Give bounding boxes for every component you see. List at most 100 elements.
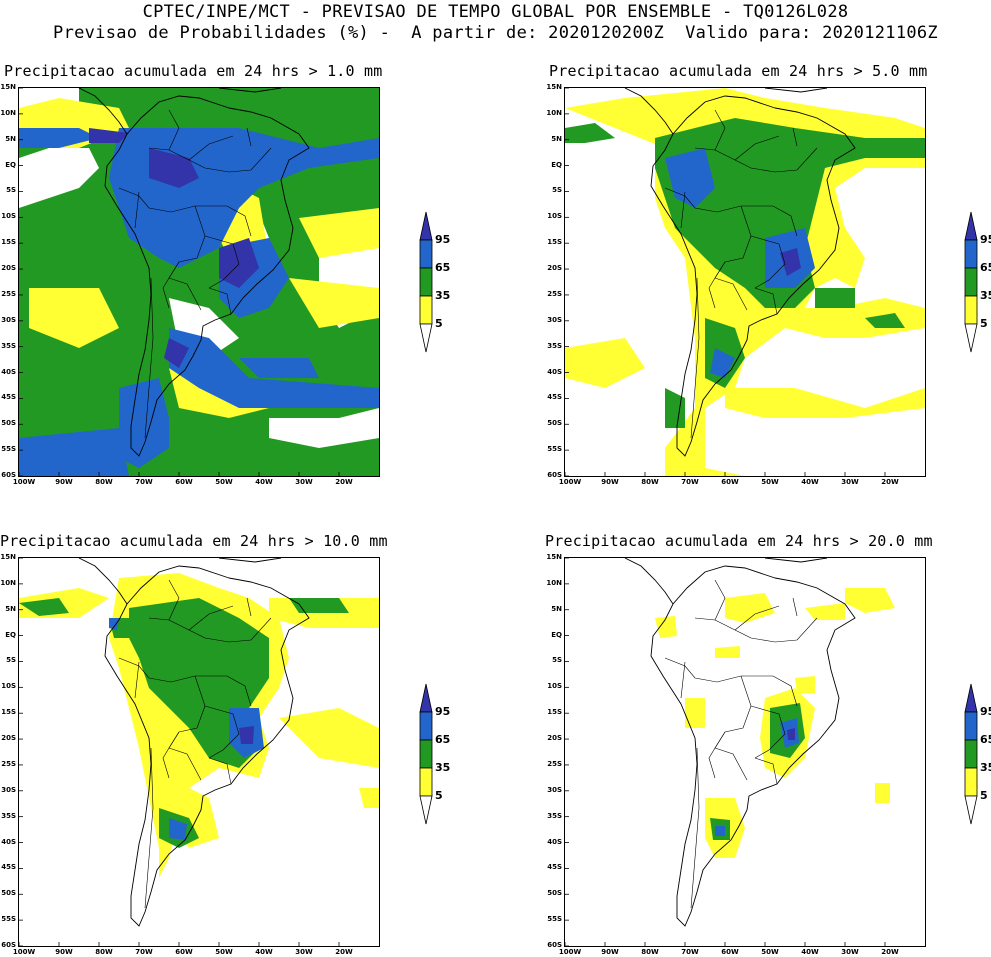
colorbar-label: 35 [435,761,451,774]
colorbar-label: 95 [980,705,991,718]
lat-label: 10N [546,108,562,117]
country-border [792,127,798,147]
coastline [104,565,310,927]
colorbar-segment [964,795,978,825]
lon-label: 50W [215,948,233,956]
colorbar-label: 65 [435,261,451,274]
lat-label: 10N [0,108,16,117]
lon-label: 70W [681,478,699,486]
lat-label: 5S [6,656,16,665]
probability-area [239,358,319,378]
lon-label: 80W [95,948,113,956]
country-border [708,261,726,309]
lat-label: 60S [1,471,16,479]
country-border [162,731,180,779]
probability-area [89,128,129,143]
coastline [78,558,128,605]
colorbar-segment [419,767,433,797]
colorbar-segment [419,739,433,769]
lat-label: 35S [547,341,562,350]
lat-label: 15N [546,553,562,561]
country-border [690,277,700,439]
colorbar-label: 95 [980,233,991,246]
colorbar-segment [419,211,433,241]
probability-area [787,728,795,740]
lon-label: 30W [841,478,859,486]
panel-3-title: Precipitacao acumulada em 24 hrs > 10.0 … [0,532,388,550]
lon-label: 20W [881,478,899,486]
lat-label: 45S [1,393,16,402]
p4-map-svg [565,558,925,946]
lat-label: 10S [1,682,16,691]
lon-label: 100W [12,948,36,956]
lon-label: 30W [295,948,313,956]
country-border [134,191,140,229]
lat-label: 15S [547,708,562,717]
probability-area [19,128,99,148]
lon-label: 40W [255,478,273,486]
lat-label: 35S [1,341,16,350]
probability-area [169,818,187,840]
probability-area [289,278,379,328]
country-border [168,109,180,151]
country-border [204,705,240,759]
probability-area [19,598,69,616]
header-line-2: Previsao de Probabilidades (%) - A parti… [53,23,938,43]
probability-area [19,148,99,208]
probability-area [725,593,775,623]
coastline [624,558,674,605]
coastline [764,558,828,563]
lon-label: 90W [55,478,73,486]
country-border [195,675,252,707]
country-border [664,187,742,213]
lat-label: 30S [1,315,16,324]
lon-label: 20W [335,948,353,956]
probability-area [655,118,925,308]
country-border [134,661,140,699]
probability-area [715,826,725,836]
lon-label: 40W [801,478,819,486]
lon-label: 70W [135,948,153,956]
lon-label: 100W [558,948,582,956]
country-border [714,579,726,621]
probability-area [29,288,119,348]
colorbar-segment [964,711,978,741]
lat-label: 60S [547,471,562,479]
probability-area [164,338,189,368]
probability-area [685,698,705,728]
colorbar-segment [964,239,978,269]
lat-label: 25S [547,289,562,298]
lat-label: 40S [1,367,16,376]
colorbar-label: 95 [435,705,451,718]
country-border [741,205,798,237]
country-border [754,287,778,315]
lat-label: 15S [1,708,16,717]
country-border [714,109,726,151]
probability-area [865,313,905,328]
colorbar-label: 5 [980,317,988,330]
lon-label: 50W [761,478,779,486]
lat-label: 5S [6,186,16,195]
probability-area [269,408,379,448]
lon-label: 40W [255,948,273,956]
colorbar-label: 5 [435,317,443,330]
probability-area [565,338,645,388]
country-border [118,657,196,683]
probability-area [875,783,890,803]
country-border [188,605,234,631]
lat-label: 25S [547,759,562,768]
lat-label: 45S [1,863,16,872]
lat-label: 5S [552,656,562,665]
lat-label: 40S [547,837,562,846]
lon-label: 30W [295,478,313,486]
lat-label: 55S [547,915,562,924]
country-border [680,661,686,699]
lat-label: 50S [547,889,562,898]
coastline [218,558,282,563]
lon-label: 80W [95,478,113,486]
lat-label: 20S [547,734,562,743]
lon-label: 90W [601,478,619,486]
panel-4-colorbar: 95 65 35 5 [964,682,991,831]
country-border [208,287,232,315]
p3-map-svg [19,558,379,946]
